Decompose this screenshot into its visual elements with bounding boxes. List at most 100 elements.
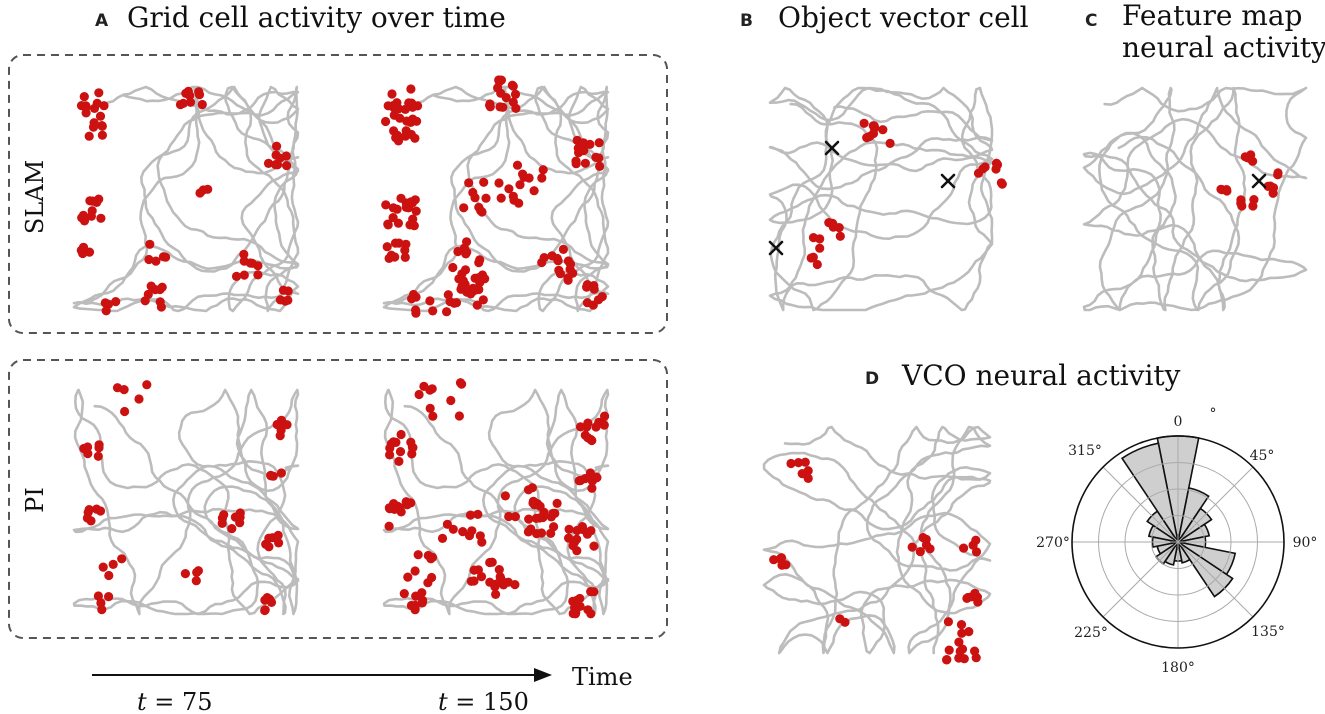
panel-a-title: Grid cell activity over time — [127, 1, 506, 34]
spike-dot — [399, 589, 409, 599]
spike-dot — [281, 151, 291, 161]
spike-dot — [451, 298, 462, 308]
spike-dot — [406, 129, 416, 140]
spike-dot — [274, 538, 284, 548]
trajectory-path — [72, 388, 300, 616]
spike-dot — [146, 281, 156, 291]
spike-dot — [400, 252, 410, 262]
spike-dot — [589, 541, 599, 551]
spike-dot — [78, 248, 88, 259]
spike-dot — [504, 184, 514, 194]
spike-dot — [396, 193, 406, 203]
spike-dot — [524, 514, 534, 524]
polar-grid — [1072, 436, 1284, 648]
spike-dot — [970, 588, 980, 598]
spike-dot — [388, 203, 398, 213]
spike-dot — [97, 121, 107, 131]
spike-dot — [272, 141, 282, 151]
spike-dot — [1246, 150, 1256, 160]
spike-dot — [1268, 188, 1278, 198]
spike-dot — [478, 295, 488, 305]
spike-dot — [410, 605, 420, 615]
spike-dot — [263, 158, 274, 168]
spike-dot — [518, 169, 528, 179]
spike-dot — [219, 510, 229, 520]
spike-dot — [448, 262, 458, 273]
spike-dot — [835, 231, 845, 241]
spike-dot — [970, 646, 980, 656]
spike-dot — [418, 595, 428, 606]
spike-dot — [387, 89, 397, 99]
spike-dot — [120, 406, 130, 417]
spike-dot — [94, 443, 104, 453]
spike-dot — [97, 130, 107, 140]
spike-dot — [427, 572, 437, 583]
spike-dot — [464, 178, 474, 188]
spike-dot — [402, 116, 412, 126]
spike-dot — [390, 238, 401, 248]
spike-dot — [385, 450, 395, 460]
spike-dot — [245, 258, 255, 268]
arena-pi-t150 — [382, 378, 610, 619]
spike-dot — [978, 164, 988, 174]
spike-dot — [119, 385, 129, 395]
spike-dot — [95, 111, 106, 121]
spike-dot — [555, 269, 565, 279]
spike-dot — [194, 87, 204, 97]
spike-dot — [266, 597, 277, 607]
spike-dot — [523, 485, 534, 495]
spike-dot — [151, 256, 161, 266]
spike-dot — [253, 270, 263, 280]
angle-label-135: 135° — [1251, 624, 1285, 640]
spike-dot — [594, 153, 604, 163]
spike-dot — [595, 161, 605, 171]
spike-dot — [428, 411, 438, 421]
spike-dot — [230, 512, 240, 522]
spike-dot — [907, 542, 917, 552]
spike-dot — [470, 193, 480, 203]
spike-dot — [474, 258, 484, 268]
spike-dot — [393, 136, 404, 146]
spike-dot — [793, 458, 804, 468]
spike-dot — [93, 451, 103, 461]
spike-dot — [406, 84, 416, 94]
spike-dot — [564, 524, 574, 534]
arrow-right-icon — [534, 668, 552, 682]
x-mark-icon — [1251, 173, 1267, 189]
spike-dot — [275, 295, 285, 305]
spike-dot — [536, 528, 547, 538]
spike-dot — [275, 431, 285, 441]
spike-dot — [459, 243, 469, 253]
spike-dot — [394, 456, 404, 466]
spike-dot — [425, 385, 435, 395]
spike-dot — [253, 261, 263, 271]
angle-label-270: 270° — [1036, 535, 1070, 551]
spike-dot — [599, 420, 609, 430]
spike-dot — [467, 526, 477, 536]
spike-dot — [529, 186, 539, 196]
spike-dot — [539, 253, 549, 263]
spike-dot — [180, 569, 190, 579]
spike-dot — [574, 476, 584, 486]
spike-dot — [862, 133, 872, 143]
time-var-t75: t — [137, 688, 147, 714]
row-label-slam: SLAM — [21, 160, 49, 234]
polar-spoke — [1102, 466, 1179, 543]
row-label-pi: PI — [21, 487, 49, 513]
spike-dot — [968, 540, 978, 550]
spike-dot — [548, 508, 558, 518]
time-axis-label: Time — [572, 663, 633, 691]
spike-dot — [276, 468, 286, 478]
spike-dot — [828, 222, 838, 232]
spike-dot — [261, 539, 271, 549]
spike-dot — [411, 308, 421, 318]
spike-dot — [511, 103, 521, 113]
spike-dot — [485, 557, 495, 568]
spike-dot — [577, 522, 587, 532]
spike-dot — [260, 605, 270, 616]
spike-dot — [273, 530, 283, 540]
spike-dot — [425, 296, 435, 306]
spike-dot — [405, 220, 415, 230]
spike-dot — [859, 118, 869, 128]
spike-dot — [178, 98, 188, 108]
